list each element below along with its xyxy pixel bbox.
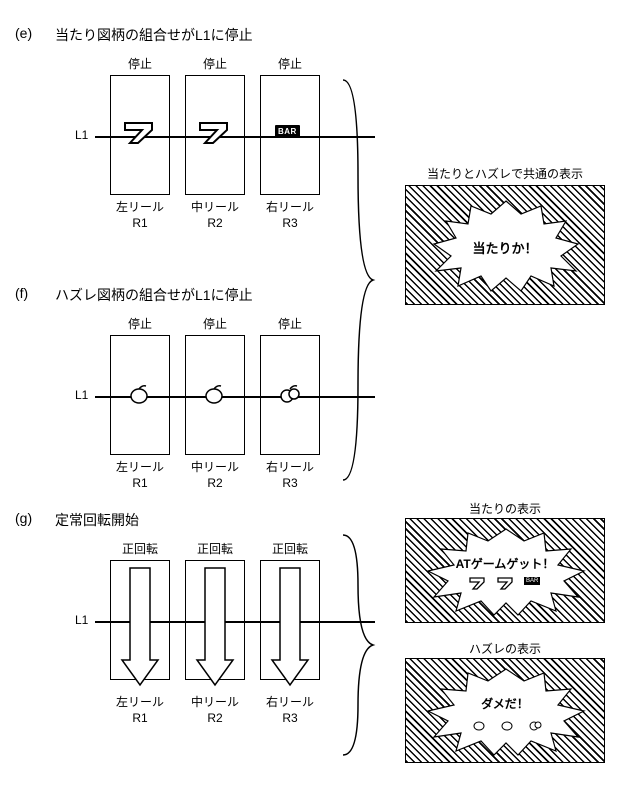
section-f-label: (f) [15,285,28,301]
reel-e3-stop: 停止 [260,55,320,72]
label-r3: R3 [282,216,297,230]
reel-f3-bl: 右リール R3 [260,460,320,491]
label-r2: R2 [207,216,222,230]
arrow-down-icon [195,565,235,693]
reel-g2-rot: 正回転 [180,540,250,557]
cherry-icon [128,383,152,408]
arrow-down-icon [120,565,160,693]
hatch-bg: 当たりか！ [405,185,605,305]
reel-g2-bl: 中リール R2 [185,695,245,726]
label-r1: R1 [132,476,147,490]
reel-g3-rot: 正回転 [255,540,325,557]
cherry-icon [528,719,542,734]
seven-icon [197,118,233,149]
brace-g [338,530,378,763]
common-caption: 当たりとハズレで共通の表示 [405,165,605,182]
label-right: 右リール [266,200,314,214]
l1-label-f: L1 [75,388,88,402]
bar-icon: BAR [524,577,540,585]
section-e-label: (e) [15,25,32,41]
label-r2: R2 [207,711,222,725]
arrow-down-icon [270,565,310,693]
label-center: 中リール [191,460,239,474]
section-g-label: (g) [15,510,32,526]
brace-ef [338,75,378,488]
l1-label-g: L1 [75,613,88,627]
section-f-title: ハズレ図柄の組合せがL1に停止 [55,285,253,305]
label-left: 左リール [116,460,164,474]
reel-g1-rot: 正回転 [105,540,175,557]
reel-g1-bl: 左リール R1 [110,695,170,726]
label-r1: R1 [132,216,147,230]
label-center: 中リール [191,200,239,214]
seven-icon [122,118,158,149]
reel-e2-bl: 中リール R2 [185,200,245,231]
seven-icon [496,575,516,594]
reel-g3-bl: 右リール R3 [260,695,320,726]
hatch-bg: ATゲームゲット！ BAR [405,518,605,623]
section-e-title: 当たり図柄の組合せがL1に停止 [55,25,253,45]
label-right: 右リール [266,460,314,474]
label-r2: R2 [207,476,222,490]
bubble-common: 当たりか！ [405,185,605,305]
reel-e1-stop: 停止 [110,55,170,72]
reel-f2-bl: 中リール R2 [185,460,245,491]
label-r3: R3 [282,711,297,725]
win-caption: 当たりの表示 [405,500,605,517]
l1-label-e: L1 [75,128,88,142]
cherry-icon [500,719,514,734]
cherry-icon [472,719,486,734]
label-right: 右リール [266,695,314,709]
reel-f1-stop: 停止 [110,315,170,332]
bubble-win-text: ATゲームゲット！ [406,555,604,572]
reel-e1-bl: 左リール R1 [110,200,170,231]
cherry-icon [278,383,302,408]
bubble-win: ATゲームゲット！ BAR [405,518,605,623]
label-left: 左リール [116,695,164,709]
bubble-lose: ダメだ！ [405,658,605,763]
label-r1: R1 [132,711,147,725]
reel-f2-stop: 停止 [185,315,245,332]
seven-icon [468,575,488,594]
label-left: 左リール [116,200,164,214]
lose-caption: ハズレの表示 [405,640,605,657]
section-g-title: 定常回転開始 [55,510,139,530]
bubble-lose-text: ダメだ！ [406,695,604,712]
hatch-bg: ダメだ！ [405,658,605,763]
reel-f3-stop: 停止 [260,315,320,332]
bubble-common-text: 当たりか！ [406,238,604,257]
label-r3: R3 [282,476,297,490]
reel-e2-stop: 停止 [185,55,245,72]
reel-f1-bl: 左リール R1 [110,460,170,491]
cherry-icon [203,383,227,408]
reel-e3-bl: 右リール R3 [260,200,320,231]
label-center: 中リール [191,695,239,709]
bar-icon: BAR [275,125,300,138]
